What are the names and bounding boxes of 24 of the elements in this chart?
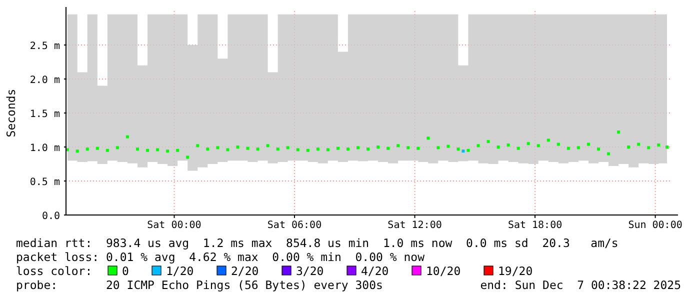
legend-label: 4/20 (361, 264, 389, 278)
legend-label: 19/20 (498, 264, 533, 278)
text: probe: 20 ICMP Echo Pings (56 Bytes) every 300s (16, 278, 383, 292)
y-tick-label: 0.5 m (30, 177, 60, 188)
y-tick-label: 0.0 (42, 211, 60, 222)
legend-label: 0 (122, 264, 129, 278)
legend-label: 3/20 (296, 264, 324, 278)
legend-label: 2/20 (231, 264, 259, 278)
x-tick-label: Sat 12:00 (388, 220, 442, 231)
legend-title: loss color: (16, 264, 92, 278)
x-tick-label: Sun 00:00 (628, 220, 682, 231)
x-tick-label: Sat 06:00 (267, 220, 322, 231)
text: end: Sun Dec 7 00:38:22 2025 (480, 278, 681, 292)
y-tick-label: 1.5 m (30, 109, 60, 120)
text: median rtt: 983.4 us avg 1.2 ms max 854.8 us min 1.0 ms now 0.0 ms sd 20.3 am/s (16, 236, 618, 250)
y-tick-label: 2.5 m (30, 41, 60, 52)
y-tick-label: 1.0 m (30, 143, 60, 154)
text: packet loss: 0.01 % avg 4.62 % max 0.00 % min 0.00 % now (16, 250, 425, 264)
legend-label: 10/20 (426, 264, 461, 278)
x-tick-label: Sat 00:00 (147, 220, 202, 231)
y-tick-label: 2.0 m (30, 75, 60, 86)
legend-label: 1/20 (166, 264, 194, 278)
y-axis-title: Seconds (4, 88, 18, 138)
x-tick-label: Sat 18:00 (508, 220, 562, 231)
